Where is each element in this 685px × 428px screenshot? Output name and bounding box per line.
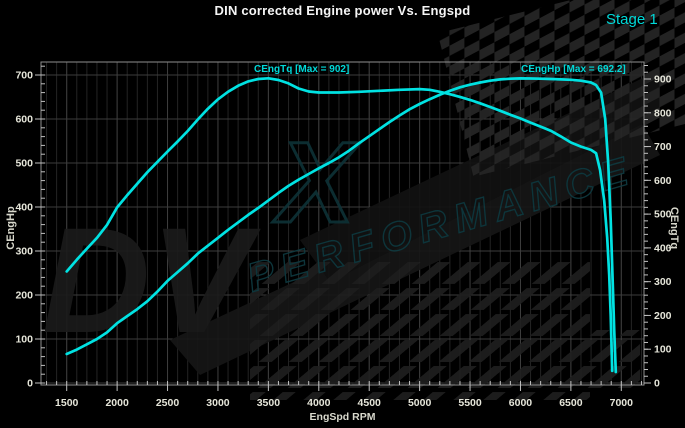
right-tick-label: 900 xyxy=(654,74,672,86)
right-tick-label: 400 xyxy=(654,242,672,254)
x-tick-label: 7000 xyxy=(610,397,634,409)
right-tick-label: 500 xyxy=(654,209,672,221)
left-tick-label: 200 xyxy=(15,290,33,302)
cenghp-curve xyxy=(65,77,618,374)
right-tick-label: 800 xyxy=(654,107,672,119)
x-tick-label: 6500 xyxy=(559,397,583,409)
x-tick-label: 2000 xyxy=(105,397,129,409)
right-tick-label: 600 xyxy=(654,175,672,187)
left-tick-label: 600 xyxy=(15,114,33,126)
x-tick-label: 6000 xyxy=(509,397,533,409)
power-max-annotation: CEngHp [Max = 692.2] xyxy=(521,64,626,75)
x-axis-title: EngSpd RPM xyxy=(309,411,376,423)
left-axis-title: CEngHp xyxy=(5,206,17,250)
tick-labels-layer: 1500 2000 2500 3000 3500 4000 4500 5000 5500 6000… xyxy=(15,70,671,410)
x-tick-label: 3500 xyxy=(257,397,281,409)
right-tick-label: 300 xyxy=(654,276,672,288)
torque-max-annotation: CEngTq [Max = 902] xyxy=(254,64,350,75)
x-tick-label: 5500 xyxy=(458,397,482,409)
watermark: DV X PERFORMANCE xyxy=(42,0,685,400)
axes-layer xyxy=(35,61,651,391)
watermark-checker-band xyxy=(437,0,685,177)
x-tick-label: 3000 xyxy=(206,397,230,409)
x-tick-label: 1500 xyxy=(55,397,79,409)
x-tick-label: 4500 xyxy=(358,397,382,409)
right-axis-title: CEngTq xyxy=(668,206,680,250)
watermark-stripes-2 xyxy=(310,330,640,392)
watermark-logo-x: X xyxy=(272,119,361,247)
left-tick-label: 500 xyxy=(15,158,33,170)
left-tick-label: 700 xyxy=(15,70,33,82)
left-tick-label: 100 xyxy=(15,334,33,346)
chart-title: DIN corrected Engine power Vs. Engspd xyxy=(214,3,471,18)
cengtq-curve xyxy=(65,76,614,373)
x-tick-label: 2500 xyxy=(156,397,180,409)
curves-layer xyxy=(65,76,618,374)
right-tick-label: 200 xyxy=(654,310,672,322)
right-tick-label: 700 xyxy=(654,141,672,153)
left-tick-label: 0 xyxy=(27,378,33,390)
stage-badge: Stage 1 xyxy=(606,11,658,28)
x-tick-label: 4000 xyxy=(307,397,331,409)
right-tick-label: 0 xyxy=(654,378,660,390)
right-tick-label: 100 xyxy=(654,344,672,356)
watermark-logo: DV xyxy=(42,196,261,364)
x-tick-label: 5000 xyxy=(408,397,432,409)
left-tick-label: 300 xyxy=(15,246,33,258)
left-tick-label: 400 xyxy=(15,202,33,214)
